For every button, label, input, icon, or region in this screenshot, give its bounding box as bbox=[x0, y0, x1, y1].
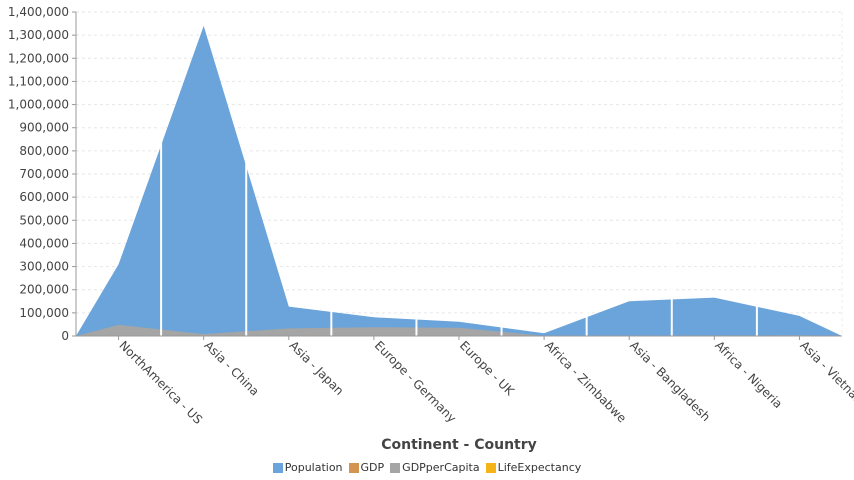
area-gdppercapita bbox=[76, 324, 842, 336]
legend-label: GDPperCapita bbox=[402, 461, 480, 474]
y-tick-label: 100,000 bbox=[19, 306, 69, 320]
legend-item-lifeexpectancy[interactable]: LifeExpectancy bbox=[485, 461, 582, 474]
chart-legend: Population GDP GDPperCapita LifeExpectancy bbox=[0, 461, 854, 474]
y-tick-label: 0 bbox=[61, 329, 69, 343]
legend-swatch bbox=[390, 462, 401, 473]
x-tick-label: Europe - UK bbox=[457, 338, 518, 399]
y-tick-label: 1,200,000 bbox=[8, 51, 69, 65]
y-tick-label: 1,300,000 bbox=[8, 28, 69, 42]
x-tick-label: Asia - Japan bbox=[287, 338, 347, 398]
legend-swatch bbox=[272, 462, 283, 473]
x-tick-label: NorthAmerica - US bbox=[116, 338, 205, 427]
legend-swatch bbox=[485, 462, 496, 473]
x-tick-label: Asia - Bangladesh bbox=[627, 338, 713, 424]
legend-item-gdppercapita[interactable]: GDPperCapita bbox=[390, 461, 480, 474]
y-tick-label: 1,400,000 bbox=[8, 5, 69, 19]
x-tick-label: Africa - Nigeria bbox=[712, 338, 785, 411]
legend-item-gdp[interactable]: GDP bbox=[348, 461, 385, 474]
y-tick-label: 300,000 bbox=[19, 260, 69, 274]
legend-label: GDP bbox=[360, 461, 385, 474]
axes bbox=[72, 11, 842, 340]
y-tick-label: 1,000,000 bbox=[8, 98, 69, 112]
x-tick-label: Asia - Vietnam bbox=[797, 338, 854, 410]
y-tick-label: 200,000 bbox=[19, 283, 69, 297]
y-tick-label: 900,000 bbox=[19, 121, 69, 135]
x-tick-label: Asia - China bbox=[202, 338, 262, 398]
x-tick-label: Africa - Zimbabwe bbox=[542, 338, 629, 425]
y-tick-label: 400,000 bbox=[19, 236, 69, 250]
legend-label: Population bbox=[284, 461, 343, 474]
area-chart: 0 100,000 200,000 300,000 400,000 500,000 600,… bbox=[8, 5, 854, 453]
y-tick-labels: 0 100,000 200,000 300,000 400,000 500,000 600,… bbox=[8, 5, 69, 343]
x-axis-title: Continent - Country bbox=[381, 437, 537, 453]
legend-swatch bbox=[348, 462, 359, 473]
legend-item-population[interactable]: Population bbox=[272, 461, 343, 474]
y-tick-label: 500,000 bbox=[19, 213, 69, 227]
y-tick-label: 600,000 bbox=[19, 190, 69, 204]
area-population bbox=[76, 25, 842, 337]
legend-label: LifeExpectancy bbox=[497, 461, 582, 474]
category-separators bbox=[160, 12, 758, 336]
y-tick-label: 800,000 bbox=[19, 144, 69, 158]
series-areas bbox=[76, 25, 842, 337]
y-tick-label: 1,100,000 bbox=[8, 74, 69, 88]
y-tick-label: 700,000 bbox=[19, 167, 69, 181]
x-tick-label: Europe - Germany bbox=[372, 338, 459, 425]
